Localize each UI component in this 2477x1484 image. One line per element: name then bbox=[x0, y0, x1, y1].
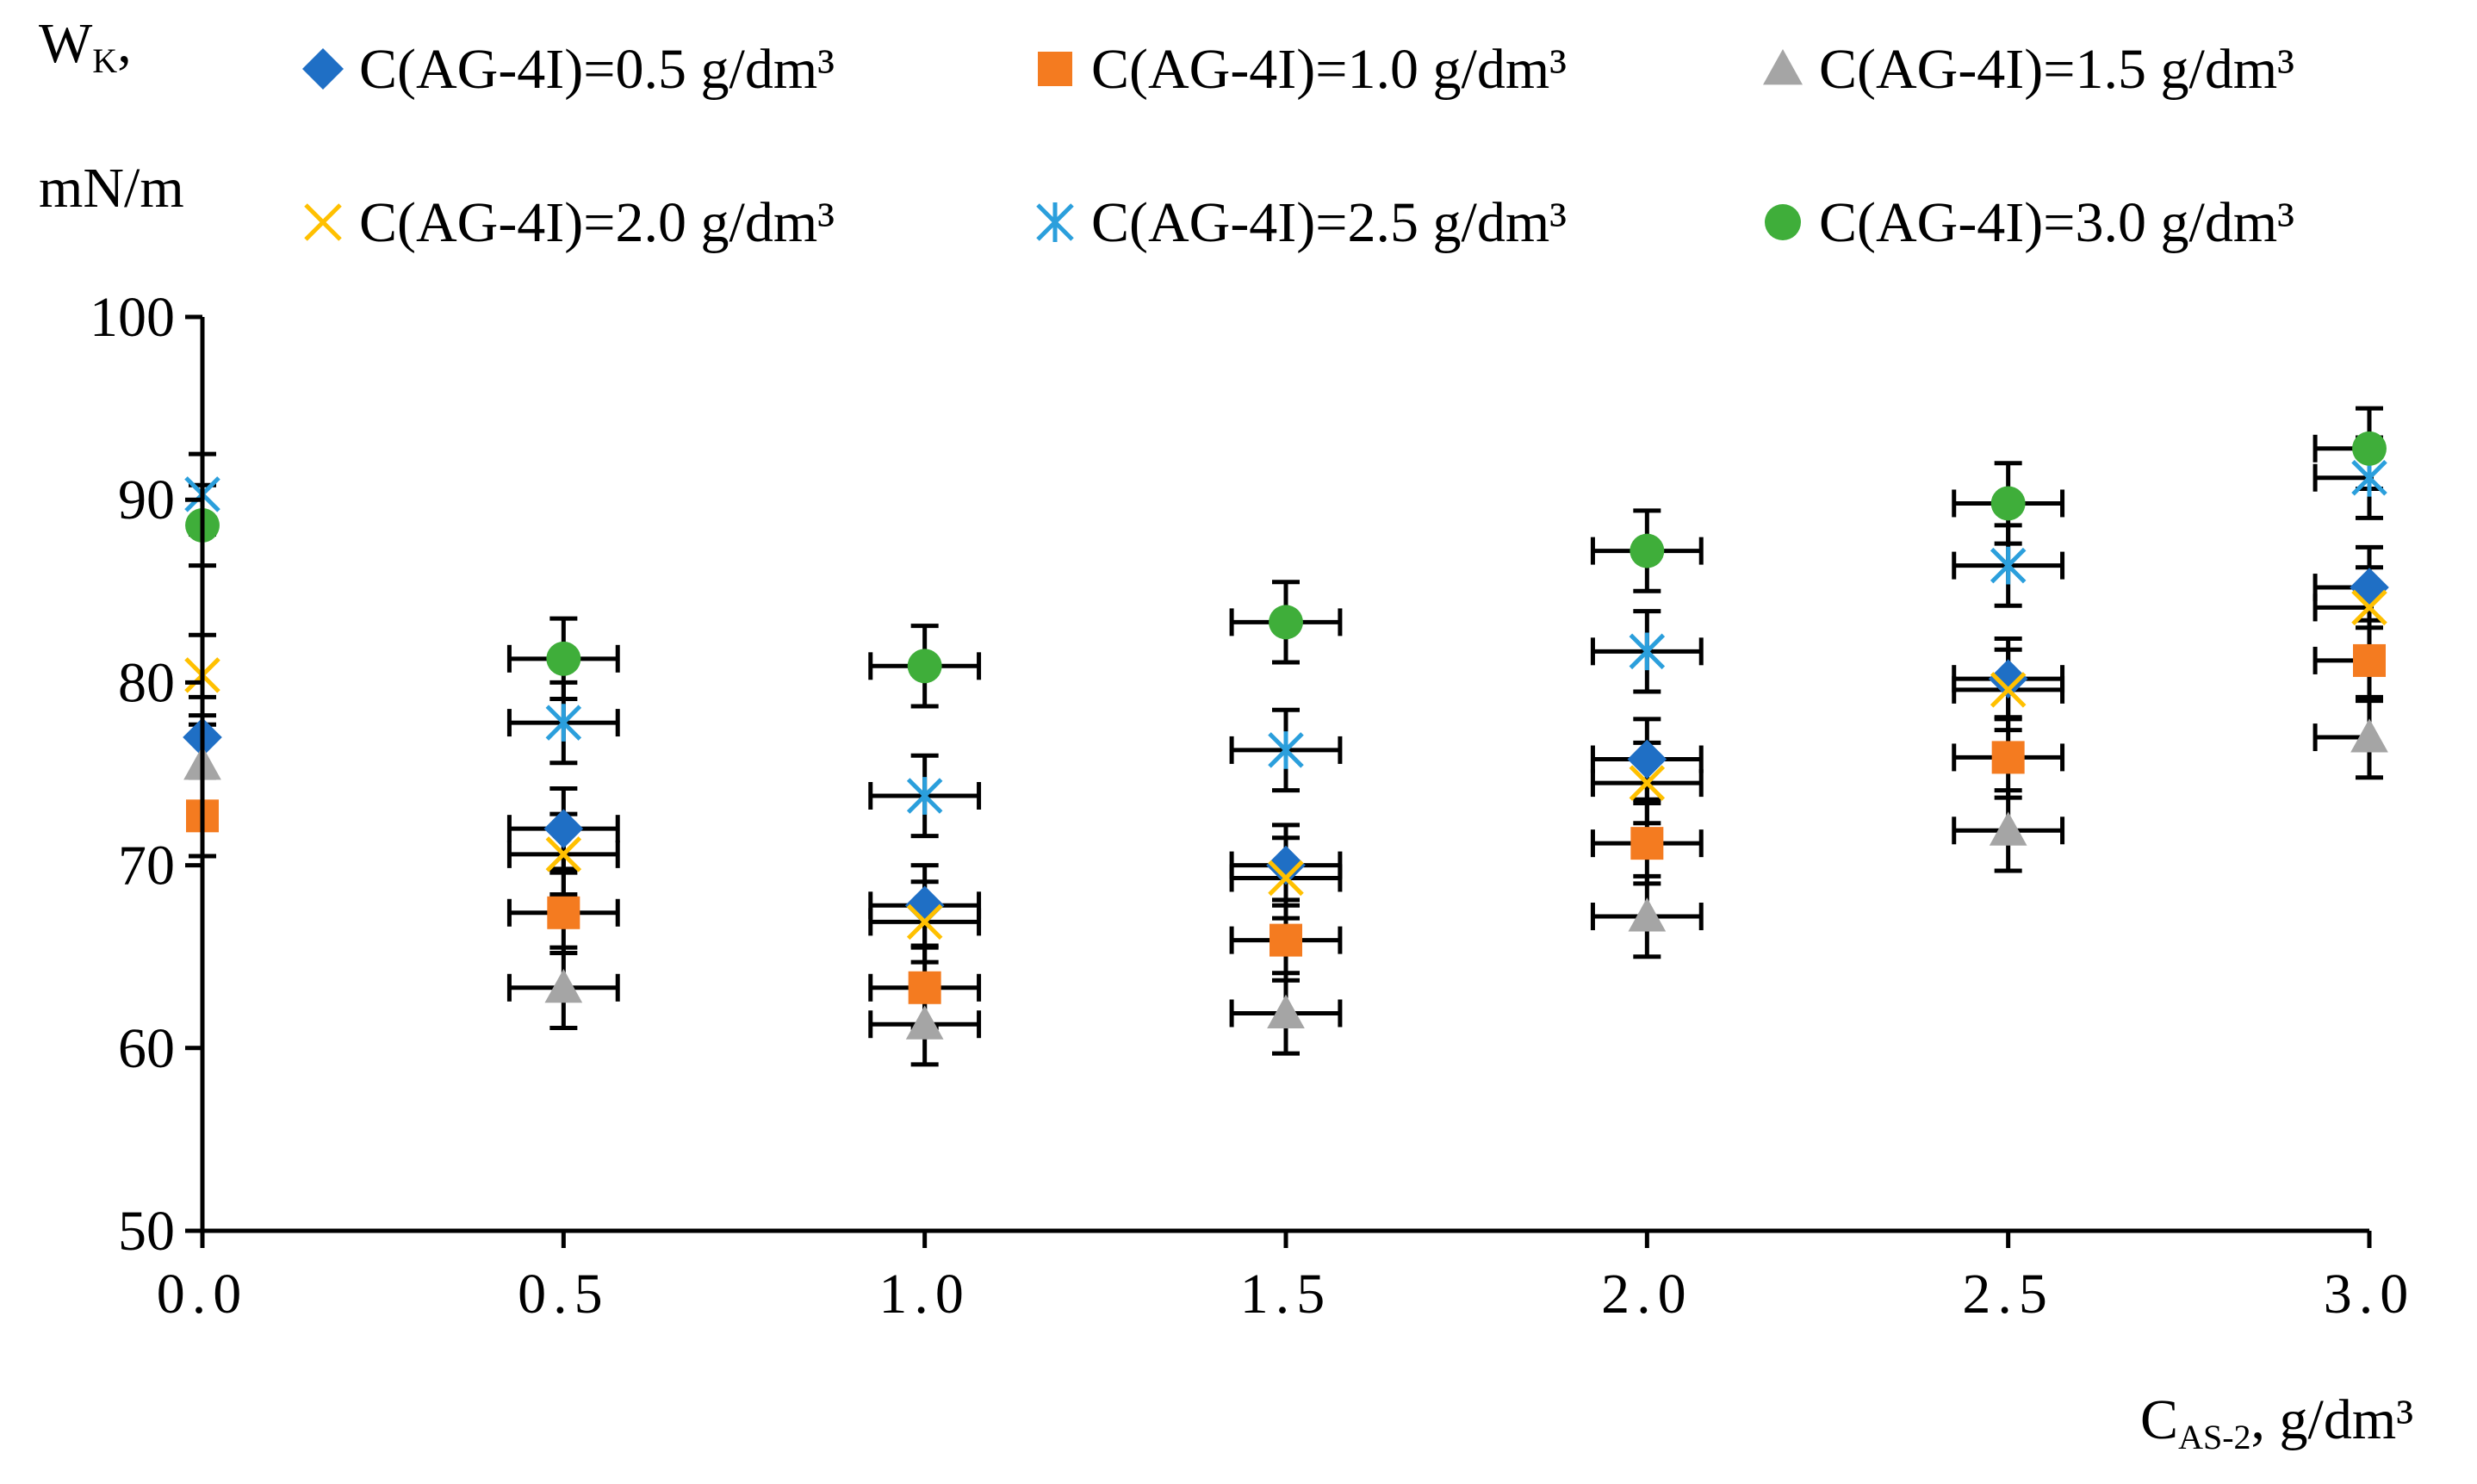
data-point bbox=[1268, 731, 1304, 769]
legend-label: C(AG-4I)=3.0 g/dm³ bbox=[1819, 191, 2294, 254]
data-point bbox=[546, 641, 581, 676]
data-point bbox=[1989, 811, 2027, 846]
legend-marker bbox=[302, 48, 344, 90]
data-point bbox=[1266, 845, 1306, 885]
x-tick-label: 1.0 bbox=[878, 1263, 971, 1326]
legend-item: C(AG-4I)=1.5 g/dm³ bbox=[1763, 38, 2294, 101]
tick-labels: 50 60 70 80 90 100 0.0 0.5 1.0 1.5 2.0 2.5 3.0 bbox=[90, 286, 2416, 1326]
x-axis-title: CAS-2, g/dm³ bbox=[2140, 1388, 2413, 1456]
legend-item: C(AG-4I)=2.5 g/dm³ bbox=[1036, 191, 1567, 254]
data-point bbox=[1627, 739, 1667, 779]
legend-item: C(AG-4I)=0.5 g/dm³ bbox=[302, 38, 835, 101]
data-point bbox=[908, 971, 941, 1004]
data-point bbox=[907, 649, 942, 684]
data-point bbox=[2352, 431, 2387, 466]
data-point bbox=[1630, 827, 1664, 860]
data-point bbox=[906, 777, 943, 815]
y-axis-title: WK, bbox=[39, 12, 132, 80]
y-axis-unit: mN/m bbox=[39, 157, 184, 220]
data-point bbox=[2350, 568, 2389, 607]
legend-label: C(AG-4I)=1.5 g/dm³ bbox=[1819, 38, 2294, 101]
data-point bbox=[1991, 741, 2025, 774]
y-tick-label: 90 bbox=[118, 469, 175, 531]
data-point bbox=[543, 809, 584, 848]
data-point bbox=[1269, 605, 1303, 640]
y-tick-label: 100 bbox=[90, 286, 175, 349]
data-point bbox=[1629, 632, 1666, 671]
data-point bbox=[545, 836, 582, 872]
legend-label: C(AG-4I)=2.5 g/dm³ bbox=[1091, 191, 1567, 254]
data-point bbox=[2351, 589, 2387, 626]
legend-item: C(AG-4I)=3.0 g/dm³ bbox=[1765, 191, 2294, 254]
y-tick-label: 70 bbox=[118, 835, 175, 897]
legend-label: C(AG-4I)=0.5 g/dm³ bbox=[359, 38, 835, 101]
data-point bbox=[1990, 672, 2027, 708]
x-tick-label: 3.0 bbox=[2324, 1263, 2416, 1326]
data-point bbox=[1268, 860, 1304, 897]
data-point bbox=[2350, 718, 2388, 753]
x-tick-label: 0.5 bbox=[518, 1263, 610, 1326]
y-tick-label: 60 bbox=[118, 1017, 175, 1080]
data-point bbox=[545, 704, 582, 742]
legend-marker bbox=[304, 203, 342, 241]
legend-label: C(AG-4I)=2.0 g/dm³ bbox=[359, 191, 835, 254]
legend-item: C(AG-4I)=1.0 g/dm³ bbox=[1038, 38, 1567, 101]
data-point bbox=[544, 968, 583, 1003]
x-tick-label: 0.0 bbox=[157, 1263, 249, 1326]
series-2 bbox=[186, 643, 2386, 1004]
legend-marker bbox=[1038, 52, 1072, 86]
x-tick-label: 2.0 bbox=[1601, 1263, 1693, 1326]
data-point bbox=[904, 885, 945, 926]
data-point bbox=[2353, 643, 2386, 677]
data-point bbox=[1990, 546, 2027, 585]
y-tick-label: 50 bbox=[118, 1200, 175, 1263]
plot-area bbox=[183, 406, 2389, 1067]
data-point bbox=[1628, 897, 1667, 932]
data-point bbox=[1270, 923, 1302, 957]
data-point bbox=[1990, 486, 2026, 521]
legend-marker bbox=[1036, 202, 1074, 242]
data-point bbox=[1988, 659, 2028, 699]
data-point bbox=[547, 896, 580, 929]
data-point bbox=[905, 1005, 944, 1040]
data-point bbox=[1630, 533, 1665, 568]
series-6 bbox=[185, 431, 2387, 684]
data-point bbox=[1267, 994, 1305, 1028]
legend-marker bbox=[1763, 49, 1803, 85]
x-tick-label: 2.5 bbox=[1962, 1263, 2054, 1326]
axes bbox=[185, 314, 2372, 1248]
data-point bbox=[906, 903, 943, 941]
x-tick-label: 1.5 bbox=[1240, 1263, 1332, 1326]
series-3 bbox=[183, 718, 2388, 1040]
legend: C(AG-4I)=0.5 g/dm³ C(AG-4I)=1.0 g/dm³ C(AG… bbox=[302, 38, 2294, 254]
y-tick-label: 80 bbox=[118, 651, 175, 714]
legend-label: C(AG-4I)=1.0 g/dm³ bbox=[1091, 38, 1567, 101]
legend-marker bbox=[1765, 204, 1801, 240]
legend-item: C(AG-4I)=2.0 g/dm³ bbox=[304, 191, 835, 254]
data-point bbox=[1629, 765, 1666, 801]
series-4 bbox=[184, 589, 2387, 941]
